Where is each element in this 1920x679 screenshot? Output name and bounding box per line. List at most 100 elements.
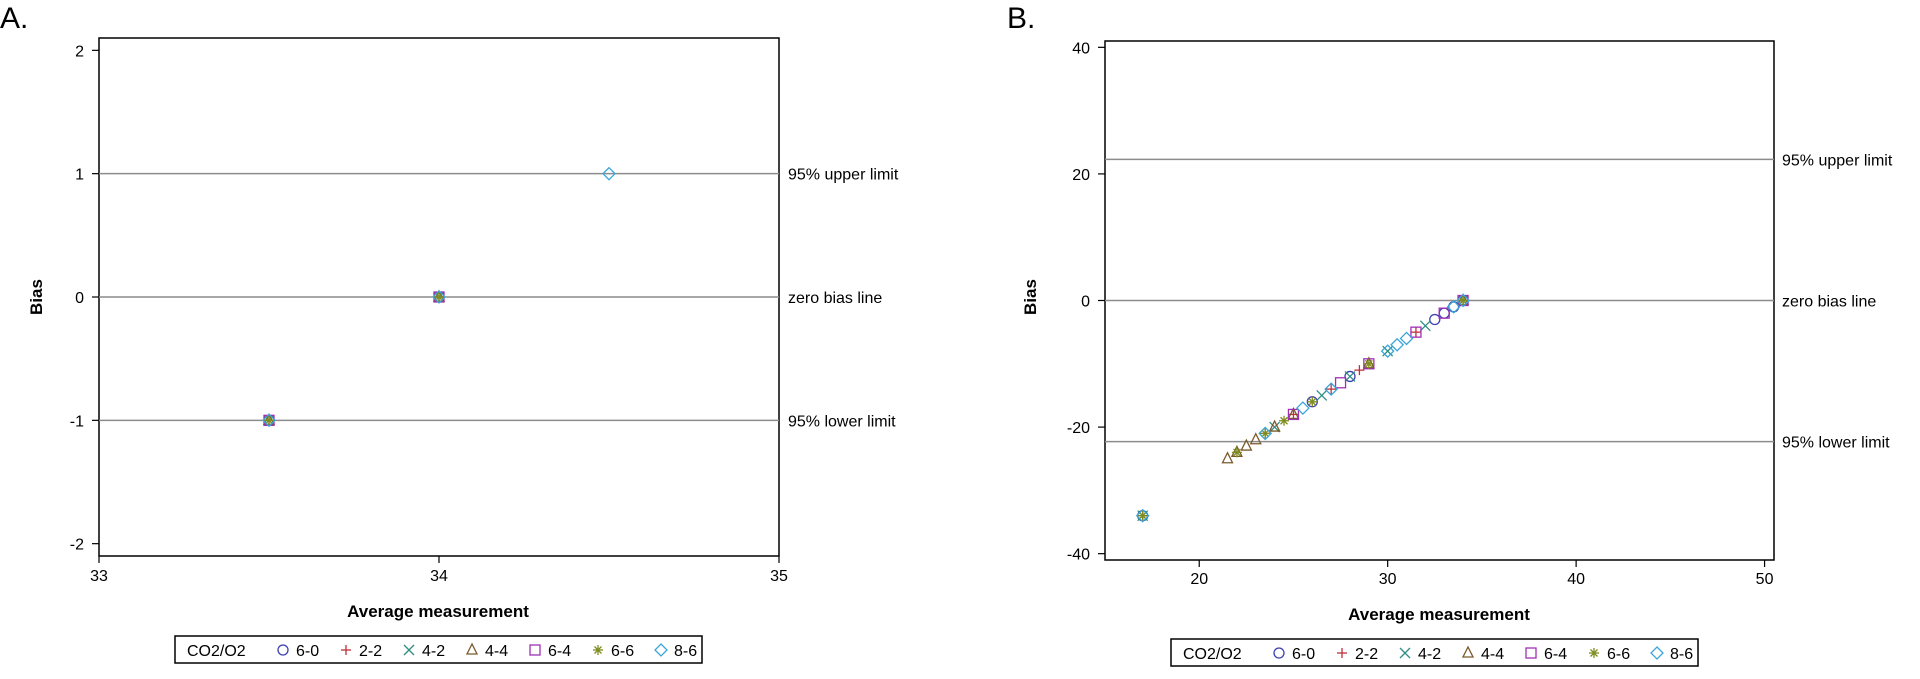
legend-marker: [593, 645, 603, 655]
legend-label: 4-4: [485, 643, 508, 660]
legend-title: CO2/O2: [1183, 646, 1242, 663]
panel-b-legend: CO2/O2 6-0 2-2 4-2 4-4 6-4 6-6 8-6: [1170, 638, 1699, 667]
data-point: [1268, 419, 1281, 432]
legend-label: 8-6: [674, 643, 697, 660]
x-tick-label: 34: [430, 568, 448, 585]
legend-entry-6-4: 6-4: [1525, 646, 1567, 663]
data-point: [1456, 293, 1470, 308]
legend-marker: [1650, 646, 1664, 660]
panel-a-label: A.: [0, 2, 28, 35]
x-tick-label: 30: [1379, 571, 1397, 588]
data-point: [1446, 299, 1461, 314]
data-point: [1279, 415, 1290, 426]
reference-line-label: zero bias line: [1782, 294, 1876, 311]
data-point: [1221, 451, 1234, 464]
legend-marker: [1399, 647, 1411, 659]
panel-b: B. Average measurement Bias 20 30 40 50 40 20…: [1007, 2, 1893, 624]
data-point: [1258, 426, 1273, 441]
data-point: [432, 290, 446, 304]
legend-label: 4-2: [422, 643, 445, 660]
data-point: [1363, 358, 1374, 369]
y-tick-label: -40: [1067, 547, 1090, 564]
data-point: [1316, 389, 1328, 401]
legend-title: CO2/O2: [187, 643, 246, 660]
legend-marker: [1525, 647, 1537, 659]
y-tick-label: 40: [1072, 40, 1090, 57]
y-tick-label: 2: [75, 43, 84, 60]
legend-label: 6-0: [1292, 646, 1315, 663]
panel-a-y-axis-title: Bias: [27, 279, 46, 315]
legend-entry-8-6: 8-6: [1650, 646, 1693, 663]
legend-label: 6-0: [296, 643, 319, 660]
reference-line-label: zero bias line: [788, 290, 882, 307]
series-8-6: [262, 166, 616, 428]
data-point: [1287, 408, 1300, 421]
reference-line-label: 95% upper limit: [788, 167, 899, 184]
x-tick-label: 35: [770, 568, 788, 585]
data-point: [1438, 307, 1450, 319]
legend-label: 6-4: [548, 643, 571, 660]
panel-b-y-axis-title: Bias: [1021, 279, 1040, 315]
legend-marker: [1273, 647, 1285, 659]
series-6-4: [1287, 294, 1469, 421]
legend-entry-8-6: 8-6: [654, 643, 697, 660]
data-point: [1287, 406, 1300, 420]
data-point: [1344, 370, 1356, 383]
data-point: [1390, 337, 1405, 352]
legend-label: 2-2: [359, 643, 382, 660]
legend-marker: [277, 644, 289, 656]
data-point: [1344, 370, 1356, 382]
y-tick-label: -20: [1067, 420, 1090, 437]
legend-label: 4-4: [1481, 646, 1504, 663]
series-6-0: [263, 291, 445, 426]
data-point: [1231, 447, 1242, 458]
data-point: [1458, 295, 1469, 306]
series-2-2: [1137, 295, 1469, 521]
data-point: [1324, 382, 1339, 397]
data-point: [434, 292, 444, 302]
legend-marker: [1461, 645, 1475, 658]
y-tick-label: 20: [1072, 167, 1090, 184]
legend-entry-2-2: 2-2: [1337, 646, 1378, 663]
legend-entry-6-4: 6-4: [529, 643, 571, 660]
x-tick-label: 33: [90, 568, 108, 585]
panel-a-x-axis-title: Average measurement: [347, 602, 529, 621]
legend-entry-6-0: 6-0: [277, 643, 319, 660]
legend-entry-4-2: 4-2: [1399, 646, 1441, 663]
y-tick-label: 1: [75, 167, 84, 184]
y-tick-label: 0: [75, 290, 84, 307]
data-point: [1380, 344, 1395, 359]
y-tick-label: 0: [1081, 294, 1090, 311]
x-tick-label: 50: [1756, 571, 1774, 588]
data-point: [1419, 320, 1431, 332]
reference-line-label: 95% upper limit: [1782, 152, 1893, 169]
data-point: [1438, 307, 1450, 319]
legend-label: 2-2: [1355, 646, 1378, 663]
data-point: [1447, 301, 1460, 313]
x-tick-label: 40: [1567, 571, 1585, 588]
data-point: [1137, 510, 1148, 521]
reference-line-label: 95% lower limit: [1782, 435, 1890, 452]
legend-entry-4-4: 4-4: [1461, 645, 1504, 663]
data-point: [1334, 377, 1347, 389]
legend-frame: [174, 635, 703, 664]
panel-b-label: B.: [1007, 2, 1035, 35]
legend-marker: [529, 644, 541, 656]
data-point: [1429, 313, 1441, 326]
legend-marker: [465, 642, 479, 655]
data-point: [264, 415, 274, 426]
series-6-6: [264, 292, 444, 426]
legend-entry-6-0: 6-0: [1273, 646, 1315, 663]
data-point: [1382, 345, 1394, 357]
data-point: [1295, 401, 1310, 416]
legend-label: 6-6: [611, 643, 634, 660]
legend-entry-2-2: 2-2: [341, 643, 382, 660]
legend-marker: [341, 645, 351, 655]
series-4-4: [262, 289, 446, 425]
legend-marker: [403, 644, 415, 656]
series-4-2: [263, 291, 445, 426]
data-point: [262, 413, 276, 428]
data-point: [1410, 327, 1421, 338]
data-point: [1135, 508, 1150, 523]
